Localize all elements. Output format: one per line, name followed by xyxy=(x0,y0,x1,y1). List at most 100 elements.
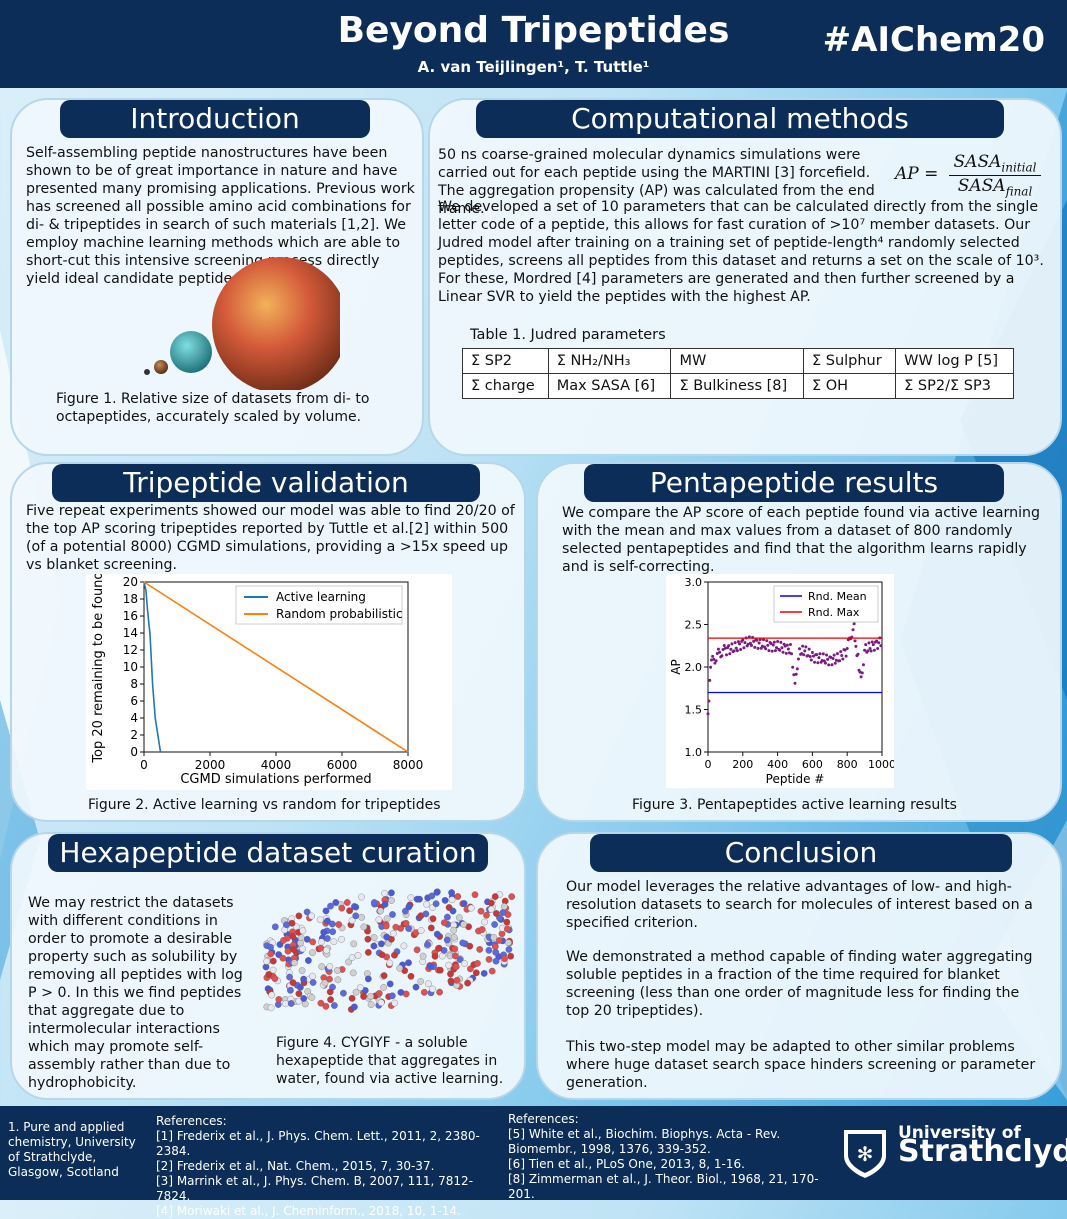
data-point xyxy=(802,653,806,657)
data-point xyxy=(716,647,720,651)
atom xyxy=(324,935,331,942)
atom xyxy=(388,992,396,1000)
data-point xyxy=(769,642,773,646)
atom xyxy=(271,975,279,982)
data-point xyxy=(743,641,747,645)
data-point xyxy=(876,646,880,650)
data-point xyxy=(861,663,865,667)
atom xyxy=(352,912,360,920)
table-cell: Σ Bulkiness [8] xyxy=(670,373,804,399)
atom xyxy=(428,892,436,900)
atom xyxy=(417,978,424,985)
atom xyxy=(496,937,503,944)
data-point xyxy=(860,671,864,675)
atom xyxy=(364,935,372,943)
atom xyxy=(391,999,399,1007)
atom xyxy=(454,893,462,900)
atom xyxy=(436,988,443,996)
pentapeptide-chart: 1.0 1.5 2.0 2.5 3.0 0 200 400 600 800 1000 Peptide … xyxy=(666,574,894,788)
data-point xyxy=(853,639,857,643)
data-point xyxy=(809,658,813,662)
affiliation: 1. Pure and applied chemistry, Universit… xyxy=(8,1120,136,1179)
atom xyxy=(269,957,277,965)
data-point xyxy=(844,654,848,658)
data-point xyxy=(761,638,765,642)
atom xyxy=(345,958,352,966)
atom xyxy=(370,942,378,950)
atom xyxy=(282,1000,289,1008)
introduction-title: Introduction xyxy=(60,100,370,138)
atom xyxy=(402,919,410,927)
data-point xyxy=(852,622,856,626)
data-point xyxy=(707,699,711,703)
pentapeptide-title: Pentapeptide results xyxy=(584,464,1004,502)
atom xyxy=(324,917,331,925)
atom xyxy=(309,949,316,957)
table-cell: Σ Sulphur xyxy=(802,348,897,374)
atom xyxy=(443,936,451,944)
data-point xyxy=(859,675,863,679)
atom xyxy=(333,967,341,974)
atom xyxy=(504,925,511,933)
atom xyxy=(295,990,303,998)
atom xyxy=(328,920,336,928)
atom xyxy=(286,973,293,981)
atom xyxy=(459,939,467,947)
x-axis-label: Peptide # xyxy=(766,772,825,786)
data-point xyxy=(866,649,870,653)
methods-text-1: 50 ns coarse-grained molecular dynamics … xyxy=(438,147,875,217)
data-point xyxy=(827,663,831,667)
data-point xyxy=(730,642,734,646)
atom xyxy=(447,970,454,978)
hashtag: #AIChem20 xyxy=(822,20,1045,60)
atom xyxy=(290,946,297,953)
data-point xyxy=(870,640,874,644)
introduction-text: Self-assembling peptide nanostructures h… xyxy=(26,145,415,287)
y-tick-label: 0 xyxy=(130,745,138,759)
data-point xyxy=(815,653,819,657)
atom xyxy=(478,926,486,933)
data-point xyxy=(796,657,800,661)
data-point xyxy=(739,648,743,652)
data-point xyxy=(785,643,789,647)
data-point xyxy=(804,645,808,649)
data-point xyxy=(757,641,761,645)
data-point xyxy=(879,644,883,648)
data-point xyxy=(788,643,792,647)
atom xyxy=(432,900,440,908)
data-point xyxy=(839,650,843,654)
data-point xyxy=(801,644,805,648)
data-point xyxy=(741,638,745,642)
y-tick-label: 16 xyxy=(123,609,138,623)
data-point xyxy=(764,647,768,651)
atom xyxy=(346,907,353,915)
atom xyxy=(309,938,317,946)
atom xyxy=(322,1002,330,1010)
logo-line-1: University of xyxy=(898,1123,1021,1143)
atom xyxy=(445,961,453,969)
atom xyxy=(265,971,273,978)
atom xyxy=(334,976,342,984)
data-point xyxy=(795,667,799,671)
atom xyxy=(460,900,468,907)
x-axis-label: CGMD simulations performed xyxy=(180,772,371,787)
series-line-1 xyxy=(143,581,409,753)
atom xyxy=(485,946,493,954)
atom xyxy=(367,1001,375,1008)
atom xyxy=(348,994,356,1002)
data-point xyxy=(863,648,867,652)
data-point xyxy=(758,638,762,642)
atom xyxy=(460,921,467,928)
atom xyxy=(396,964,404,972)
atom xyxy=(381,889,388,897)
data-point xyxy=(722,643,726,647)
atom xyxy=(298,967,306,974)
data-point xyxy=(784,651,788,655)
atom xyxy=(358,893,365,901)
tripeptide-text: Five repeat experiments showed our model… xyxy=(26,503,515,573)
atom xyxy=(267,943,274,951)
data-point xyxy=(713,661,717,665)
atom xyxy=(378,940,385,948)
atom xyxy=(349,969,357,977)
atom xyxy=(262,963,270,971)
